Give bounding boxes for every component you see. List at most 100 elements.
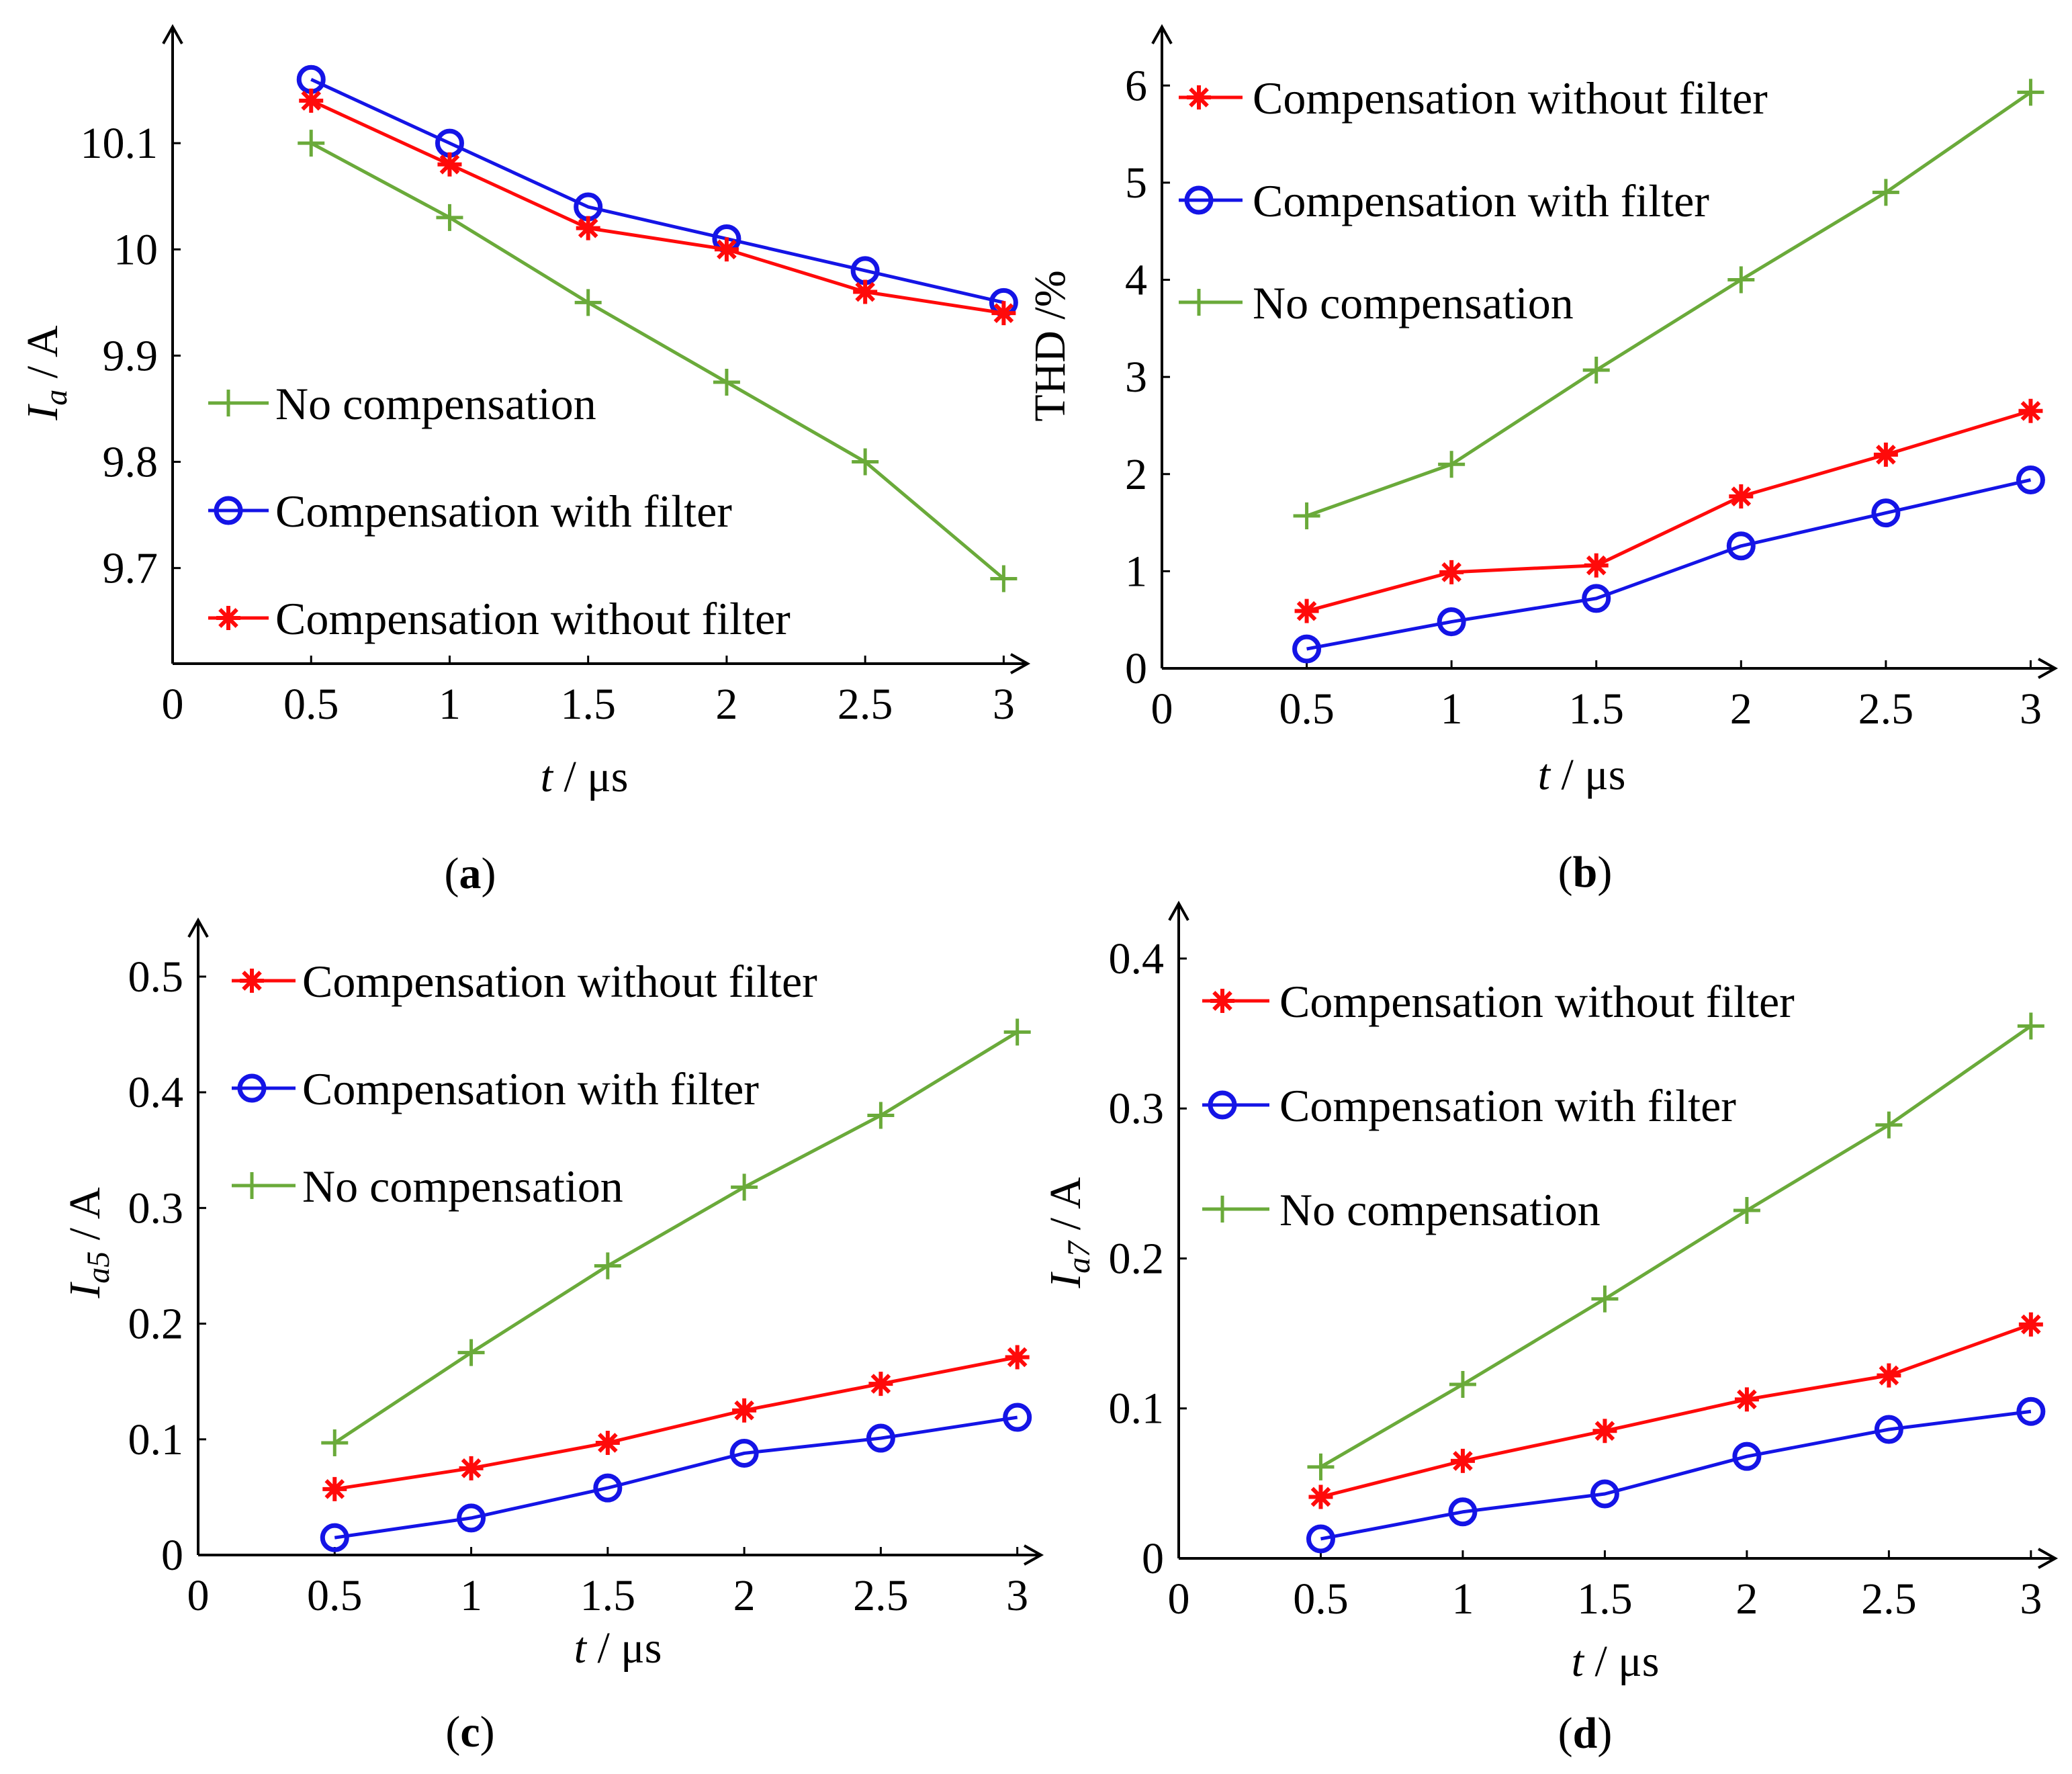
x-axis-label-main: t [574,1624,588,1673]
data-point-no-comp [1591,1285,1619,1313]
y-tick-label: 3 [1125,353,1147,402]
data-point-no-comp [990,565,1018,592]
y-axis-label-unit: / A [1041,1177,1090,1241]
series-line-without-filter [1306,409,2032,613]
y-tick-label: 9.8 [103,438,159,487]
y-axis-label: Ia5 / A [60,1187,116,1299]
data-point-no-comp [1449,1371,1476,1399]
data-point-no-comp [1582,357,1610,384]
y-axis-label-main: I [60,1282,109,1299]
data-point-no-comp [1875,1111,1903,1139]
x-axis [1162,658,2059,679]
legend-item: Compensation without filter [1202,976,1795,1027]
x-tick-label: 1.5 [1568,684,1624,734]
x-axis-label-main: t [1538,750,1551,799]
x-axis [198,1544,1044,1566]
data-point-without-filter [1308,1484,1333,1509]
data-point-without-filter [1592,1419,1617,1444]
data-point-no-comp [1307,1453,1335,1480]
legend-label: No compensation [1279,1184,1601,1235]
x-tick-label: 3 [2020,684,2042,734]
data-point-with-filter [593,1473,623,1503]
legend-label: Compensation with filter [1279,1080,1736,1131]
legend-label: No compensation [1253,277,1574,328]
y-tick-label: 0.2 [128,1300,184,1349]
legend-item: No compensation [1179,277,1574,328]
data-point-no-comp [1727,266,1755,294]
legend-label: Compensation without filter [275,593,791,644]
panel-c: 0 0.5 1 1.5 2 2.5 3 0 0.1 0.2 0.3 0.4 0.5 Ia5 / A t / … [60,917,1044,1757]
data-point-with-filter [1003,1403,1032,1432]
y-tick-label: 9.9 [103,331,159,380]
legend-marker-with-filter [214,496,243,525]
caption-letter: c [460,1708,480,1757]
series-no-comp [298,130,1018,592]
x-tick-label: 3 [993,680,1015,729]
y-tick-label: 4 [1125,256,1147,305]
x-tick-label: 2 [733,1571,756,1620]
data-point-without-filter [991,301,1016,326]
legend-item: No compensation [232,1161,623,1212]
legend-marker-without-filter [216,606,240,630]
legend-label: No compensation [275,378,596,429]
legend-marker-no-comp [215,390,242,416]
y-tick-label: 0.3 [1109,1084,1165,1133]
caption-letter: b [1573,848,1598,897]
y-axis-label-subscript: a5 [81,1251,116,1284]
legend-label: Compensation without filter [1253,73,1768,124]
legend-marker-with-filter [1184,185,1214,215]
data-point-with-filter [2016,465,2045,494]
legend-label: Compensation without filter [1279,976,1795,1027]
y-axis-label-subscript: a7 [1061,1240,1097,1274]
legend-label: Compensation with filter [1253,175,1709,226]
caption-paren-close: ) [1597,848,1612,897]
y-tick-label: 5 [1125,159,1147,208]
y-tick-label: 0 [161,1531,183,1580]
legend-item: Compensation with filter [1202,1080,1736,1131]
series-with-filter [320,1403,1032,1552]
data-point-with-filter [1871,498,1901,528]
y-axis-label-subscript: a [38,390,74,406]
data-point-with-filter [1874,1415,1903,1444]
series-line-without-filter [1320,1323,2032,1499]
series-with-filter [1306,1396,2046,1554]
legend: Compensation without filter Compensation … [1202,976,1795,1235]
caption-paren-close: ) [482,849,496,898]
x-tick-label: 0.5 [1279,684,1335,734]
y-axis-label: THD /% [1026,270,1075,421]
legend: Compensation without filter Compensation … [1179,73,1768,328]
y-tick-label: 1 [1125,547,1147,596]
x-tick-label: 1 [1451,1575,1474,1624]
x-tick-label: 0.5 [283,680,339,729]
legend-marker-without-filter [1210,989,1234,1013]
data-point-with-filter [2016,1396,2046,1426]
legend-marker-without-filter [240,969,264,993]
data-point-no-comp [321,1429,349,1456]
series-with-filter [1292,465,2045,664]
legend: No compensation Compensation with filter C… [208,378,791,644]
panel-caption: (a) [445,849,496,898]
data-point-without-filter [1294,598,1319,623]
data-point-without-filter [322,1476,347,1501]
series-no-comp [1293,79,2044,529]
data-point-without-filter [714,237,739,262]
x-axis-label-unit: / μs [1550,750,1625,799]
data-point-no-comp [298,130,325,157]
data-point-without-filter [1877,1363,1901,1388]
panel-caption: (c) [445,1708,494,1757]
x-axis-label-unit: / μs [1584,1637,1659,1686]
caption-paren-open: ( [1558,848,1573,897]
x-tick-label: 0 [1168,1575,1190,1624]
series-without-filter [1294,398,2043,623]
panel-caption: (b) [1558,848,1613,897]
y-tick-label: 0 [1142,1534,1164,1583]
x-tick-label: 0 [187,1571,210,1620]
legend-item: Compensation without filter [208,593,791,644]
x-tick-label: 3 [2020,1575,2042,1624]
series-line-no-comp [310,141,1005,580]
y-axis-label-main: THD [1026,330,1075,422]
x-axis-label-unit: / μs [553,752,628,801]
series-line-no-comp [1306,91,2032,518]
legend-item: Compensation without filter [1179,73,1768,124]
data-point-with-filter [1448,1497,1478,1527]
